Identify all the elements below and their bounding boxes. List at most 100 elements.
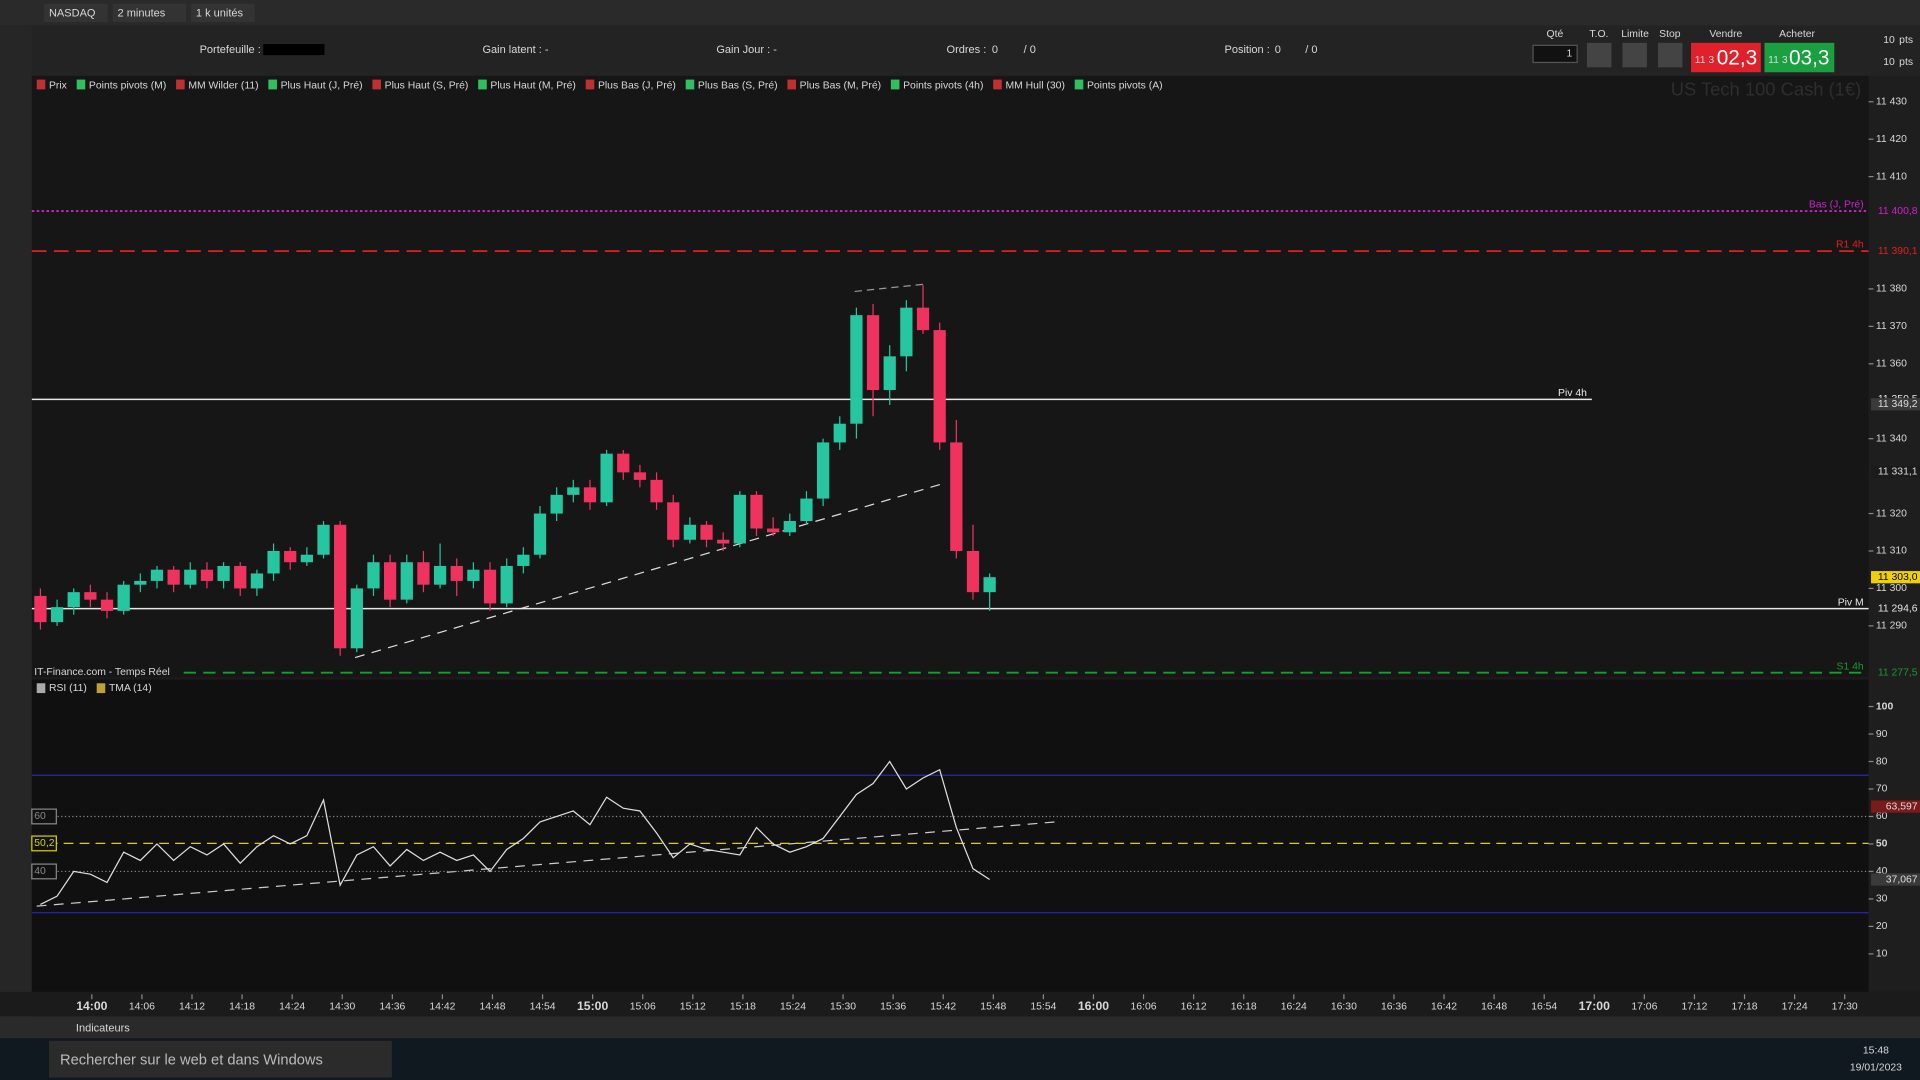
time-label: 15:24	[780, 1001, 806, 1012]
candle-body	[450, 565, 463, 581]
candle-body	[533, 513, 547, 555]
search: Rechercher sur le web et dans Windows	[60, 1052, 323, 1068]
candle-body	[983, 577, 996, 593]
indicators-button[interactable]: Indicateurs	[76, 1022, 130, 1034]
candle-body	[683, 524, 696, 540]
level-label: 60	[34, 811, 46, 822]
units-select[interactable]	[191, 3, 255, 23]
time-label: 17:12	[1681, 1001, 1707, 1012]
time-label: 15:36	[880, 1001, 906, 1012]
candle-body	[633, 472, 647, 480]
candle-body	[467, 569, 480, 581]
candle-body	[350, 588, 363, 649]
price-panel	[31, 75, 1869, 678]
time-label: 16:12	[1181, 1001, 1207, 1012]
y-tick-label: 50	[1876, 839, 1888, 850]
to: T.O.	[1589, 29, 1608, 40]
candle-body	[916, 307, 930, 331]
candle-body	[567, 487, 580, 495]
buy-prefix: 11 3	[1768, 55, 1788, 66]
candle-body	[384, 562, 397, 600]
candle-body	[650, 479, 663, 503]
time-label: 14:54	[530, 1001, 556, 1012]
candle-body	[717, 539, 730, 544]
y-tick-label: 30	[1876, 894, 1888, 905]
time-label: 17:30	[1832, 1001, 1858, 1012]
y-tick-label: 10	[1876, 949, 1888, 960]
legend-swatch	[268, 79, 277, 90]
candle-body	[267, 550, 280, 574]
pts2-unit: pts	[1899, 57, 1913, 68]
level-name: Piv 4h	[1558, 388, 1587, 399]
candle-body	[250, 573, 264, 589]
y-tick-label: 90	[1876, 729, 1888, 740]
clock-date: 19/01/2023	[1850, 1063, 1902, 1074]
to-button[interactable]	[1586, 42, 1612, 68]
candle-body	[583, 487, 597, 503]
candle-body	[866, 315, 880, 391]
time-label: 15:06	[630, 1001, 656, 1012]
legend-item: Plus Haut (M, Pré)	[490, 80, 575, 91]
y-tick-label: 60	[1876, 811, 1888, 822]
legend-item: Points pivots (M)	[89, 80, 166, 91]
candle-body	[900, 307, 913, 357]
candle-body	[950, 442, 963, 551]
y-tick-label: 11 420	[1876, 134, 1907, 145]
time-label: 15:00	[577, 999, 608, 1013]
clock-time: 15:48	[1863, 1045, 1889, 1056]
time-label: 15:30	[830, 1001, 856, 1012]
level-name: Bas (J, Pré)	[1809, 200, 1864, 211]
search-box[interactable]	[48, 1040, 392, 1078]
y-tick-label: 11 370	[1876, 321, 1907, 332]
candle-body	[67, 592, 80, 608]
candle-body	[667, 502, 680, 540]
candle-body	[800, 498, 813, 522]
candle-body	[134, 580, 147, 585]
time-label: 16:48	[1481, 1001, 1507, 1012]
pts1-unit: pts	[1899, 35, 1913, 46]
legend-item: Plus Haut (S, Pré)	[385, 80, 469, 91]
time-label: 14:24	[279, 1001, 305, 1012]
legend-swatch	[685, 79, 695, 90]
symbol-select[interactable]	[44, 3, 108, 23]
level-name: Piv M	[1838, 597, 1864, 608]
gain-latent: Gain latent : -	[482, 44, 548, 56]
price-tag-label: 63,597	[1886, 801, 1918, 812]
time-axis	[0, 991, 1920, 1017]
time-label: 15:42	[930, 1001, 956, 1012]
buy-button[interactable]	[1764, 42, 1835, 73]
price-tag-label: 11 390,1	[1878, 246, 1918, 257]
legend-swatch	[372, 79, 381, 90]
limit-button[interactable]	[1622, 42, 1647, 68]
legend-swatch	[96, 683, 106, 694]
legend-swatch	[76, 79, 86, 90]
qty-label: Qté	[1547, 29, 1564, 40]
candle-body	[750, 494, 763, 529]
time-label: 17:00	[1579, 999, 1610, 1013]
level-box	[31, 863, 57, 880]
stop-button[interactable]	[1657, 42, 1683, 68]
candle-body	[84, 592, 97, 600]
candle-body	[150, 569, 164, 581]
timeframe-select[interactable]	[112, 3, 187, 23]
price-tag-label: 11 349,2	[1878, 399, 1918, 410]
y-tick-label: 11 340	[1876, 433, 1907, 444]
candle-body	[933, 330, 946, 443]
sell-button[interactable]	[1691, 42, 1761, 73]
candle-body	[284, 550, 297, 563]
position-label: Position :	[1224, 44, 1269, 56]
legend-swatch	[478, 79, 487, 90]
price-tag	[1871, 800, 1920, 813]
qty-input[interactable]	[1532, 44, 1578, 64]
timeframe: 2 minutes	[118, 7, 166, 19]
candle-body	[200, 569, 214, 581]
candle-body	[234, 565, 247, 589]
candle-body	[117, 584, 130, 611]
candle-body	[816, 442, 830, 499]
watermark: US Tech 100 Cash (1€)	[1671, 78, 1862, 99]
time-label: 14:42	[429, 1001, 455, 1012]
buy-price: 03,3	[1789, 46, 1829, 69]
price-tag	[1871, 602, 1920, 615]
pts1: 10	[1883, 35, 1895, 46]
